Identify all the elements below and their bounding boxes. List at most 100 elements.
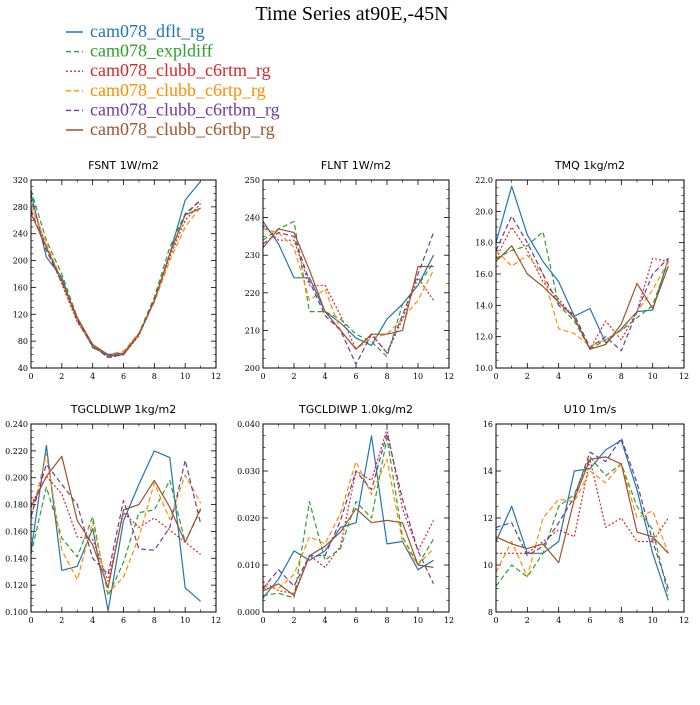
x-tick-label: 8: [619, 372, 624, 381]
x-tick-label: 0: [28, 616, 33, 625]
plot-frame: [495, 179, 685, 369]
y-tick-label: 240: [245, 214, 260, 223]
plot-frame: [262, 179, 450, 369]
series-line: [262, 228, 435, 350]
series-line: [262, 220, 434, 358]
y-tick-label: 240: [13, 230, 28, 239]
figure-title: Time Series at90E,-45N: [255, 3, 448, 25]
chart-panels: FSNT 1W/m20 2 4 6 8 10 12408012016020024028032…: [5, 159, 689, 625]
legend-entry: cam078_expldiff: [66, 41, 213, 61]
plot-frame: [262, 423, 450, 613]
series-line: [262, 432, 435, 589]
series-line: [30, 207, 201, 356]
y-tick-label: 160: [13, 283, 28, 292]
series-line: [30, 459, 202, 576]
legend-label: cam078_dflt_rg: [90, 21, 205, 41]
x-tick-label: 2: [59, 616, 64, 625]
x-tick-label: 0: [260, 616, 265, 625]
legend-entry: cam078_clubb_c6rtbm_rg: [66, 99, 280, 119]
x-tick-label: 6: [121, 372, 126, 381]
x-tick-label: 2: [59, 372, 64, 381]
series-line: [262, 508, 434, 597]
x-tick-label: 12: [211, 372, 221, 381]
x-tick-label: 4: [322, 616, 327, 625]
panel-title: U10 1m/s: [564, 403, 617, 416]
x-tick-label: 10: [180, 616, 190, 625]
series-line: [495, 226, 669, 350]
y-tick-label: 20.0: [475, 207, 493, 216]
y-tick-label: 200: [13, 257, 28, 266]
x-tick-label: 4: [322, 372, 327, 381]
legend-label: cam078_clubb_c6rtm_rg: [90, 60, 271, 80]
x-tick-label: 6: [353, 616, 358, 625]
y-tick-label: 320: [13, 176, 28, 185]
x-tick-label: 8: [619, 616, 624, 625]
series-line: [262, 437, 435, 599]
y-tick-label: 120: [13, 310, 28, 319]
x-tick-label: 10: [180, 372, 190, 381]
y-tick-label: 250: [245, 176, 260, 185]
y-tick-label: 16: [483, 420, 493, 429]
series-line: [262, 232, 435, 365]
x-tick-label: 12: [444, 616, 454, 625]
y-tick-label: 0.120: [5, 581, 28, 590]
series-line: [262, 224, 434, 354]
series-line: [262, 221, 435, 346]
y-tick-label: 12: [483, 514, 493, 523]
series-line: [30, 199, 202, 358]
series-line: [262, 228, 434, 350]
panel-title: TMQ 1kg/m2: [554, 159, 625, 172]
series-line: [262, 428, 435, 594]
x-tick-label: 12: [211, 616, 221, 625]
y-tick-label: 0.100: [5, 608, 28, 617]
y-tick-label: 210: [245, 326, 260, 335]
x-tick-label: 8: [384, 616, 389, 625]
legend-label: cam078_clubb_c6rtp_rg: [90, 80, 266, 100]
chart-panel: U10 1m/s 0 2 4 6 8 10 12 8 10 12 14 16: [483, 403, 689, 625]
x-tick-label: 6: [587, 372, 592, 381]
legend-entry: cam078_clubb_c6rtm_rg: [66, 60, 271, 80]
y-tick-label: 80: [18, 337, 28, 346]
series-line: [495, 215, 669, 352]
panel-title: FSNT 1W/m2: [88, 159, 159, 172]
chart-panel: TMQ 1kg/m2 0 2 4 6 8 10 12 10.0 12.0 14.0 16.0 18.0 2…: [475, 159, 689, 381]
y-tick-label: 230: [245, 251, 260, 260]
x-tick-label: 0: [493, 616, 498, 625]
series-line: [30, 455, 202, 589]
x-tick-label: 4: [90, 372, 95, 381]
series-line: [262, 458, 434, 590]
x-tick-label: 8: [384, 372, 389, 381]
series-line: [30, 199, 202, 359]
x-tick-label: 8: [152, 616, 157, 625]
y-tick-label: 0.140: [5, 554, 28, 563]
y-tick-label: 40: [18, 364, 28, 373]
series-line: [495, 231, 669, 350]
x-tick-label: 12: [679, 372, 689, 381]
x-tick-label: 12: [679, 616, 689, 625]
legend-entry: cam078_clubb_c6rtp_rg: [66, 80, 266, 100]
y-tick-label: 22.0: [475, 176, 493, 185]
x-tick-label: 2: [525, 616, 530, 625]
y-tick-label: 220: [245, 289, 260, 298]
x-tick-label: 6: [587, 616, 592, 625]
x-tick-label: 6: [121, 616, 126, 625]
y-tick-label: 10.0: [475, 364, 493, 373]
y-tick-label: 14: [483, 467, 493, 476]
y-tick-label: 0.020: [237, 514, 260, 523]
legend-label: cam078_clubb_c6rtbm_rg: [90, 99, 280, 119]
panel-title: FLNT 1W/m2: [321, 159, 391, 172]
legend-entry: cam078_dflt_rg: [66, 21, 205, 41]
y-tick-label: 0.240: [5, 420, 28, 429]
series-line: [495, 437, 669, 589]
x-tick-label: 10: [413, 616, 423, 625]
plot-frame: [495, 423, 685, 613]
y-tick-label: 0.220: [5, 447, 28, 456]
y-tick-label: 16.0: [475, 270, 493, 279]
plot-frame: [30, 179, 217, 369]
x-tick-label: 2: [291, 372, 296, 381]
x-tick-label: 2: [525, 372, 530, 381]
x-tick-label: 0: [260, 372, 265, 381]
x-tick-label: 10: [413, 372, 423, 381]
panel-title: TGCLDIWP 1.0kg/m2: [298, 403, 413, 416]
